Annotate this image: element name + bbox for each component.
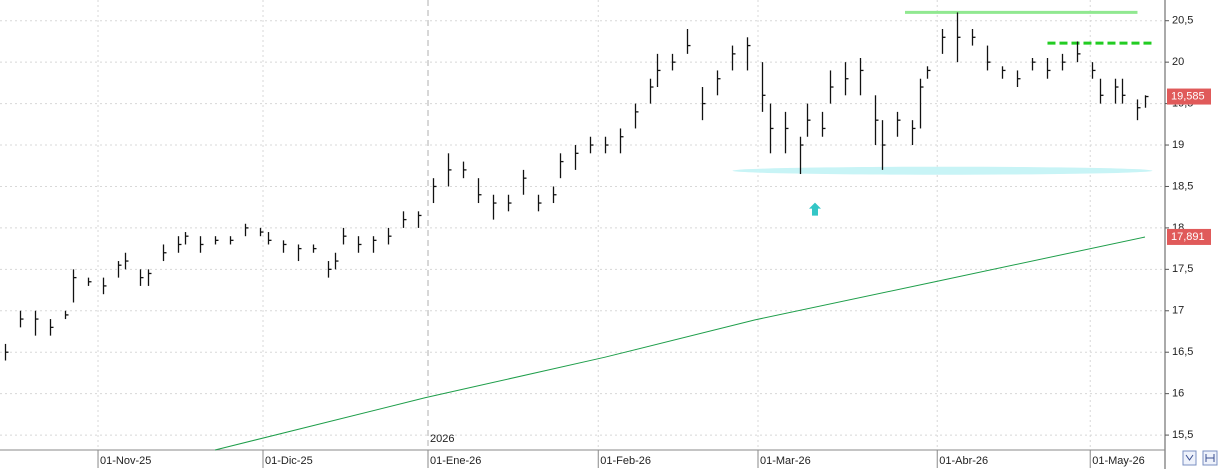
y-tick-label: 20	[1172, 56, 1184, 68]
x-tick-label: 01-Feb-26	[600, 455, 651, 467]
y-tick-label: 16	[1172, 388, 1184, 400]
y-tick-label: 17,5	[1172, 263, 1193, 275]
price-label: 17,891	[1171, 231, 1205, 243]
support-band	[732, 166, 1153, 175]
price-label: 19,585	[1171, 90, 1205, 102]
x-tick-label: 01-Abr-26	[939, 455, 988, 467]
moving-average	[214, 236, 1146, 451]
year-label: 2026	[430, 433, 454, 445]
scroll-icon-glyph	[1185, 454, 1194, 461]
save-icon-glyph	[1205, 454, 1215, 462]
x-tick-label: 01-May-26	[1092, 455, 1145, 467]
y-tick-label: 17	[1172, 305, 1184, 317]
y-tick-label: 20,5	[1172, 15, 1193, 27]
arrow	[808, 202, 821, 216]
x-tick-label: 01-Ene-26	[430, 455, 481, 467]
y-tick-label: 15,5	[1172, 429, 1193, 441]
price-label-box	[1167, 228, 1211, 245]
x-tick-label: 01-Dic-25	[265, 455, 313, 467]
x-tick-label: 01-Mar-26	[760, 455, 811, 467]
price-label-box	[1167, 88, 1211, 105]
y-tick-label: 16,5	[1172, 346, 1193, 358]
scroll-icon[interactable]	[1182, 450, 1197, 466]
x-tick-label: 01-Nov-25	[100, 455, 151, 467]
y-tick-label: 19	[1172, 139, 1184, 151]
y-tick-label: 18,5	[1172, 180, 1193, 192]
